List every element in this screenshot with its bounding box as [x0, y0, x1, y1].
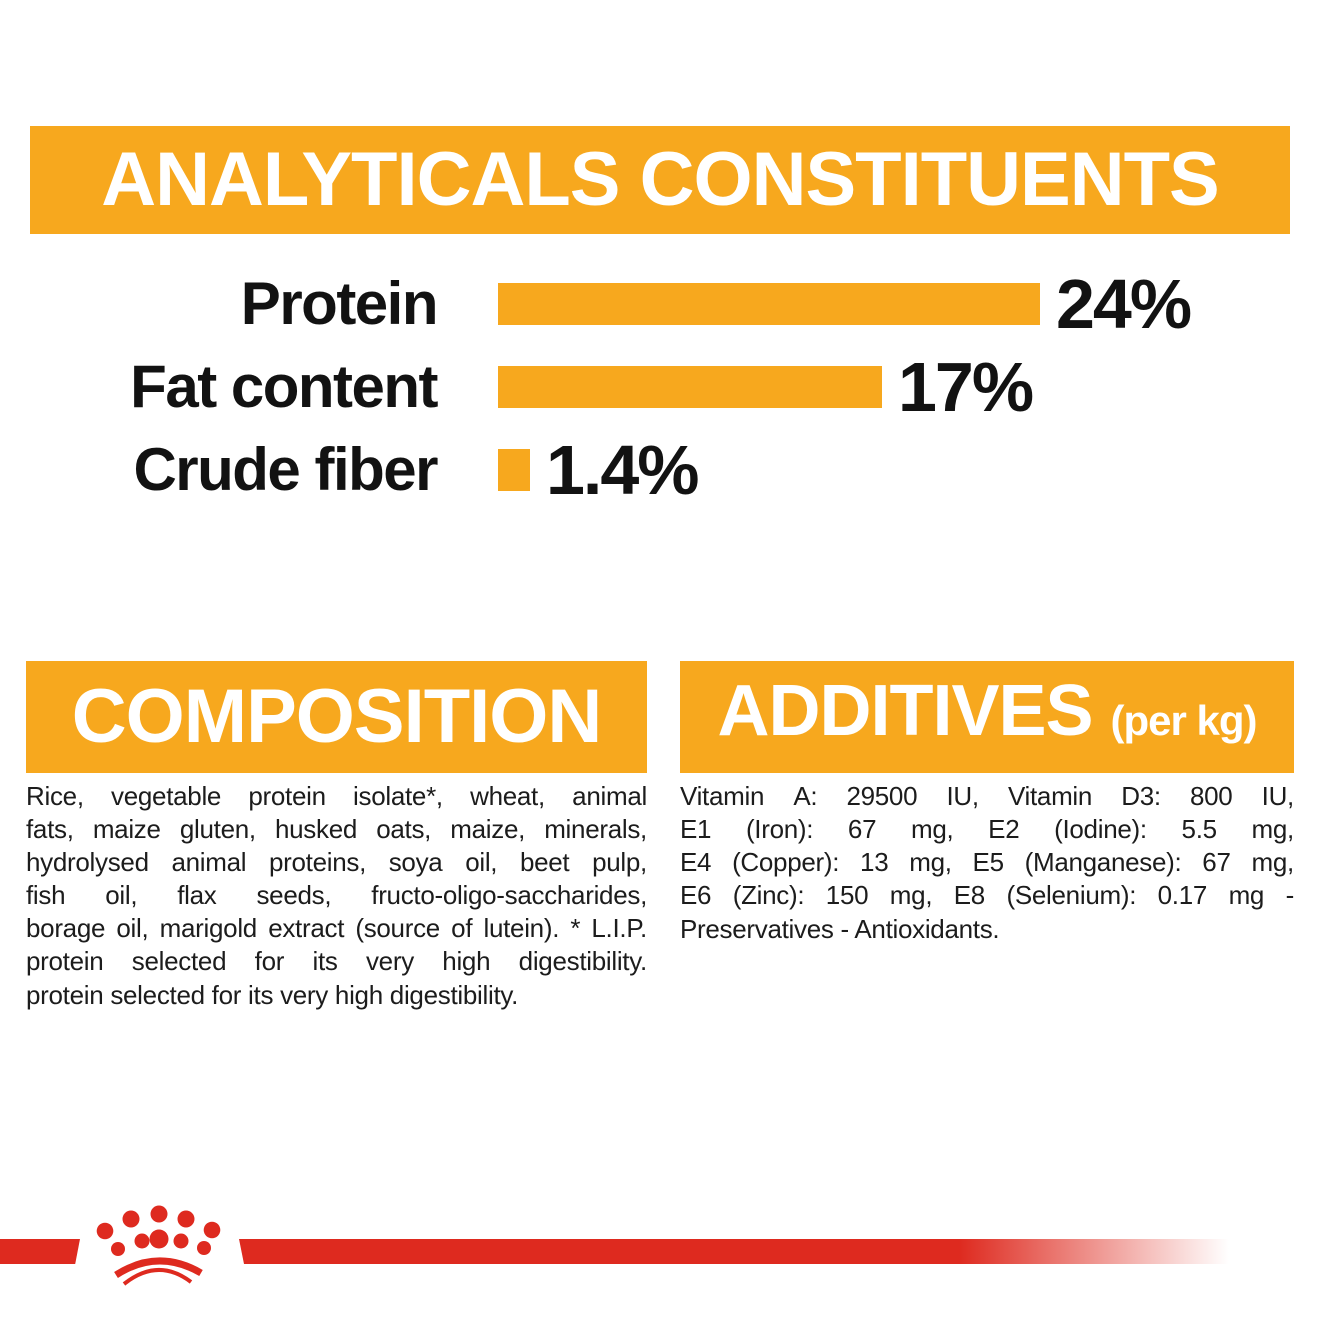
chart-value-label: 17%: [898, 348, 1034, 426]
chart-category-label: Crude fiber: [133, 436, 438, 503]
text-line: E6 (Zinc): 150 mg, E8 (Selenium): 0.17 mg -: [680, 880, 1294, 910]
text-line: E1 (Iron): 67 mg, E2 (Iodine): 5.5 mg,: [680, 814, 1294, 844]
text-line: E4 (Copper): 13 mg, E5 (Manganese): 67 mg,: [680, 847, 1294, 877]
composition-text: Rice, vegetable protein isolate*, wheat, anim…: [26, 781, 647, 1012]
chart-bar-zone: 24%: [498, 265, 1192, 343]
red-stripe-right: [239, 1239, 1239, 1264]
analyticals-title: ANALYTICALS CONSTITUENTS: [101, 137, 1219, 222]
chart-bar: [498, 283, 1040, 325]
chart-bar: [498, 449, 530, 491]
red-stripe-left: [0, 1239, 80, 1264]
chart-row: Fat content 17%: [0, 352, 1320, 422]
text-line: borage oil, marigold extract (source of lutein…: [26, 913, 647, 943]
text-line: Rice, vegetable protein isolate*, wheat, anim…: [26, 781, 647, 811]
chart-bar-zone: 17%: [498, 348, 1034, 426]
royal-canin-crown-logo: [96, 1205, 221, 1286]
text-line: Vitamin A: 29500 IU, Vitamin D3: 800 IU,: [680, 781, 1294, 811]
chart-category-label: Fat content: [130, 353, 438, 420]
chart-value-label: 1.4%: [546, 431, 700, 509]
additives-unit-label: (per kg): [1110, 697, 1258, 744]
additives-text: Vitamin A: 29500 IU, Vitamin D3: 800 IU, E1 (Iron…: [680, 781, 1294, 946]
chart-row: Protein 24%: [0, 269, 1320, 339]
analyticals-banner: ANALYTICALS CONSTITUENTS: [30, 126, 1290, 234]
text-line: fats, maize gluten, husked oats, maize, minera…: [26, 814, 647, 844]
text-line: protein selected for its very high digestibili…: [26, 946, 647, 976]
text-line: hydrolysed animal proteins, soya oil, beet pul…: [26, 847, 647, 877]
additives-banner: ADDITIVES (per kg): [680, 661, 1294, 773]
text-line: protein selected for its very high diges…: [26, 980, 519, 1010]
text-line: fish oil, flax seeds, fructo-oligo-saccharid…: [26, 880, 647, 910]
composition-title: COMPOSITION: [71, 674, 602, 759]
chart-value-label: 24%: [1056, 265, 1192, 343]
chart-category-label: Protein: [240, 270, 439, 337]
chart-bar-zone: 1.4%: [498, 431, 700, 509]
analyticals-chart: Protein 24% Fat content 17% Crude fiber 1.4%: [0, 269, 1320, 532]
chart-bar: [498, 366, 882, 408]
composition-banner: COMPOSITION: [26, 661, 647, 773]
additives-title: ADDITIVES: [717, 671, 1093, 751]
text-line: Preservatives - Antioxidants.: [680, 914, 1000, 944]
chart-row: Crude fiber 1.4%: [0, 435, 1320, 505]
